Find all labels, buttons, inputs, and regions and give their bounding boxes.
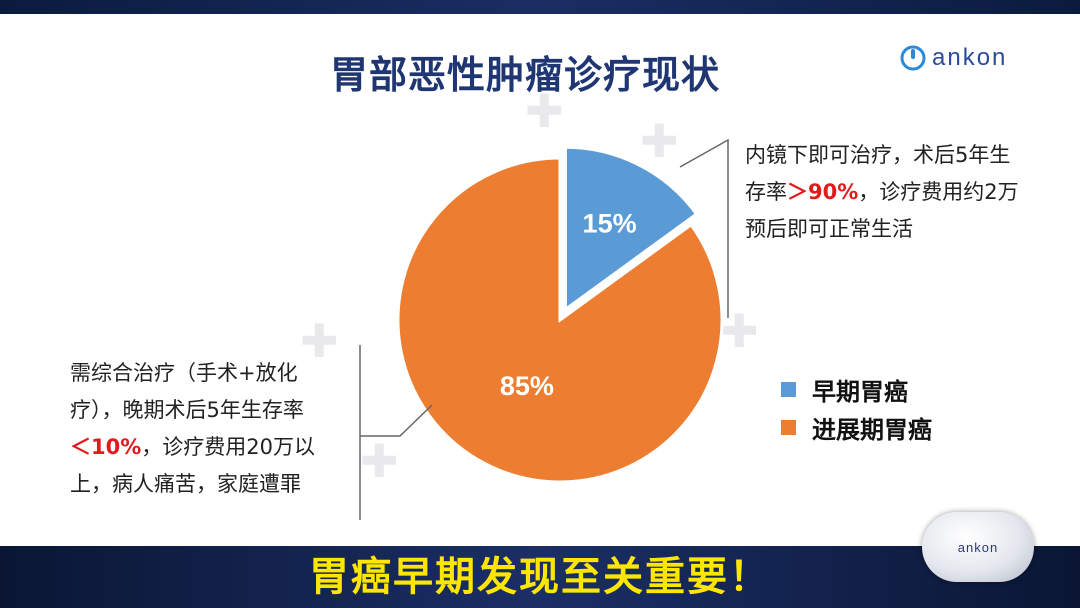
cross-decoration: ✚ bbox=[720, 304, 759, 358]
annotation-line: 上，病人痛苦，家庭遭罪 bbox=[70, 472, 301, 496]
annotation-line: 疗），晚期术后5年生存率 bbox=[70, 398, 304, 422]
annotation-text: ，诊疗费用20万以 bbox=[141, 435, 315, 459]
annotation-line: ＜10%，诊疗费用20万以 bbox=[70, 429, 360, 466]
pie-slice-1 bbox=[396, 156, 724, 484]
logo-text: ankon bbox=[932, 44, 1008, 71]
annotation-line: 预后即可正常生活 bbox=[745, 217, 913, 241]
annotation-early-stage: 内镜下即可治疗，术后5年生 存率＞90%，诊疗费用约2万 预后即可正常生活 bbox=[745, 137, 1065, 248]
survival-rate-highlight: ＞90% bbox=[787, 180, 859, 204]
slice-data-label: 15% bbox=[583, 209, 637, 239]
cross-decoration: ✚ bbox=[525, 84, 564, 138]
legend-swatch bbox=[781, 381, 796, 397]
annotation-line: 内镜下即可治疗，术后5年生 bbox=[745, 143, 1011, 167]
annotation-text: 存率 bbox=[745, 180, 787, 204]
chart-legend: 早期胃癌 进展期胃癌 bbox=[781, 370, 932, 446]
page-title: 胃部恶性肿瘤诊疗现状 bbox=[330, 53, 721, 97]
legend-item-early: 早期胃癌 bbox=[781, 370, 932, 408]
capsule-logo-text: ankon bbox=[957, 539, 999, 555]
pie-group: 15% 85% bbox=[396, 145, 724, 484]
legend-label: 早期胃癌 bbox=[812, 377, 908, 406]
brand-logo: ankon bbox=[900, 44, 1007, 72]
legend-label: 进展期胃癌 bbox=[812, 415, 932, 444]
slogan: 胃癌早期发现至关重要！ bbox=[309, 554, 771, 600]
cross-decoration: ✚ bbox=[300, 314, 339, 368]
leader-line-early bbox=[679, 138, 729, 318]
capsule-image: ankon bbox=[922, 512, 1034, 582]
survival-rate-highlight: ＜10% bbox=[70, 435, 142, 459]
annotation-line: 存率＞90%，诊疗费用约2万 bbox=[745, 174, 1065, 211]
pie-slice-0 bbox=[563, 145, 699, 313]
leader-line-advanced bbox=[360, 404, 433, 437]
cross-decoration: ✚ bbox=[640, 114, 679, 168]
cross-decoration: ✚ bbox=[360, 434, 399, 488]
annotation-advanced-stage: 需综合治疗（手术+放化 疗），晚期术后5年生存率 ＜10%，诊疗费用20万以 上… bbox=[70, 355, 360, 503]
bottom-banner: 胃癌早期发现至关重要！ bbox=[0, 546, 1080, 608]
slice-data-label: 85% bbox=[500, 371, 554, 401]
legend-swatch bbox=[781, 419, 796, 435]
annotation-line: 需综合治疗（手术+放化 bbox=[70, 361, 298, 385]
annotation-text: ，诊疗费用约2万 bbox=[858, 180, 1019, 204]
logo-icon bbox=[900, 45, 926, 71]
top-band bbox=[0, 0, 1080, 14]
legend-item-advanced: 进展期胃癌 bbox=[781, 408, 932, 446]
